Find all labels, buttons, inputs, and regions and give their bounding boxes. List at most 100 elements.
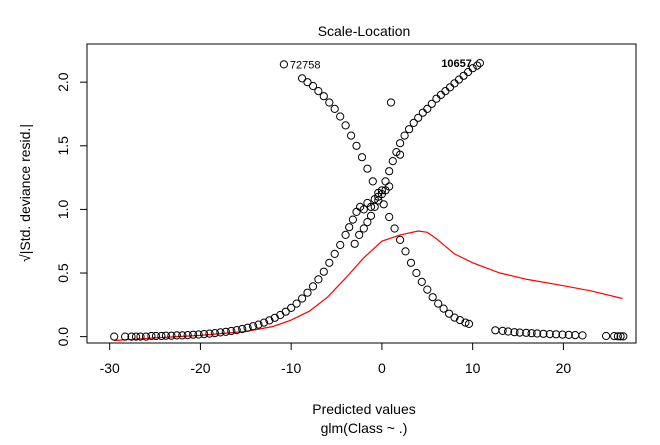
x-tick-label: -20 xyxy=(190,360,210,376)
data-point xyxy=(314,87,323,96)
data-point xyxy=(533,329,542,338)
data-point xyxy=(127,332,136,341)
x-tick-label: -30 xyxy=(100,360,120,376)
data-point xyxy=(359,205,368,214)
data-point xyxy=(385,167,394,176)
data-point xyxy=(348,215,357,224)
data-point xyxy=(319,267,328,276)
data-point xyxy=(412,268,421,278)
data-point xyxy=(136,332,145,341)
data-point xyxy=(265,316,274,325)
data-point xyxy=(434,299,443,308)
x-tick-label: 0 xyxy=(378,360,386,376)
data-point xyxy=(210,329,219,338)
x-axis-label: Predicted values xyxy=(312,401,416,417)
data-point xyxy=(545,330,554,339)
data-point xyxy=(359,224,368,233)
data-point xyxy=(325,258,334,267)
data-point xyxy=(510,328,519,337)
data-point xyxy=(423,104,432,114)
data-point xyxy=(406,258,416,267)
data-point xyxy=(558,330,567,339)
data-point xyxy=(347,131,356,140)
data-point xyxy=(374,196,383,205)
data-point xyxy=(417,277,426,286)
data-point xyxy=(341,121,350,130)
x-axis-sublabel: glm(Class ~ .) xyxy=(321,420,408,436)
data-point xyxy=(405,125,414,134)
data-point xyxy=(363,218,372,227)
data-point xyxy=(619,332,628,341)
data-point xyxy=(345,223,354,232)
data-point xyxy=(552,330,561,339)
data-point xyxy=(355,230,364,239)
data-point xyxy=(423,285,432,294)
smooth-line xyxy=(114,230,623,342)
x-tick-label: 10 xyxy=(465,360,481,376)
data-point xyxy=(432,94,441,103)
data-point xyxy=(298,74,307,83)
data-point xyxy=(539,329,548,338)
data-point xyxy=(385,212,394,222)
data-point xyxy=(396,235,405,244)
data-point xyxy=(515,328,524,337)
data-point xyxy=(475,59,484,68)
data-point xyxy=(254,320,263,329)
y-tick-label: 0.5 xyxy=(55,263,71,283)
data-point xyxy=(259,318,269,327)
data-point xyxy=(366,202,376,211)
data-point xyxy=(200,330,209,339)
data-point xyxy=(388,157,397,166)
data-point xyxy=(386,98,396,107)
data-point xyxy=(205,329,214,338)
data-point xyxy=(439,304,448,313)
data-point xyxy=(131,332,141,341)
data-point xyxy=(414,113,423,122)
data-point xyxy=(366,211,376,220)
data-point xyxy=(464,319,474,328)
y-axis-label: √|Std. deviance resid.| xyxy=(17,124,33,262)
annotations: 72758 10657 xyxy=(290,58,472,71)
data-point xyxy=(308,81,318,91)
data-point xyxy=(613,332,623,341)
data-point xyxy=(564,330,573,339)
data-point xyxy=(298,294,307,303)
data-point xyxy=(379,200,388,209)
data-point xyxy=(281,307,290,316)
chart-title: Scale-Location xyxy=(318,23,411,39)
data-point xyxy=(319,92,328,101)
x-tick-label: 20 xyxy=(556,360,572,376)
data-point xyxy=(292,299,301,308)
data-point xyxy=(216,328,225,337)
smooth-line-layer xyxy=(114,230,623,342)
y-tick-label: 0.0 xyxy=(55,327,71,347)
data-point xyxy=(287,303,296,312)
data-point xyxy=(336,240,345,250)
data-point xyxy=(602,331,611,341)
axes: -30 -20 -10 0 10 20 0.0 0.5 1.0 1.5 2.0 xyxy=(55,72,571,376)
data-point xyxy=(352,207,361,216)
data-point xyxy=(436,90,445,100)
data-point xyxy=(189,330,198,339)
data-point xyxy=(172,331,181,340)
data-point xyxy=(303,78,312,87)
data-point xyxy=(390,224,399,233)
data-point xyxy=(147,331,156,341)
data-point xyxy=(445,83,455,92)
data-point xyxy=(141,332,151,341)
data-point xyxy=(368,177,377,186)
data-point xyxy=(396,150,405,159)
data-point xyxy=(303,288,312,297)
data-point xyxy=(227,326,236,336)
data-point xyxy=(461,318,470,327)
data-point xyxy=(183,331,192,340)
y-tick-label: 2.0 xyxy=(55,72,71,92)
data-point xyxy=(151,331,161,341)
plot-frame xyxy=(86,43,637,344)
data-point xyxy=(194,330,203,339)
data-point xyxy=(370,202,379,211)
data-point xyxy=(578,331,587,340)
data-point xyxy=(468,64,477,73)
data-point xyxy=(161,331,170,340)
data-point xyxy=(308,282,318,291)
